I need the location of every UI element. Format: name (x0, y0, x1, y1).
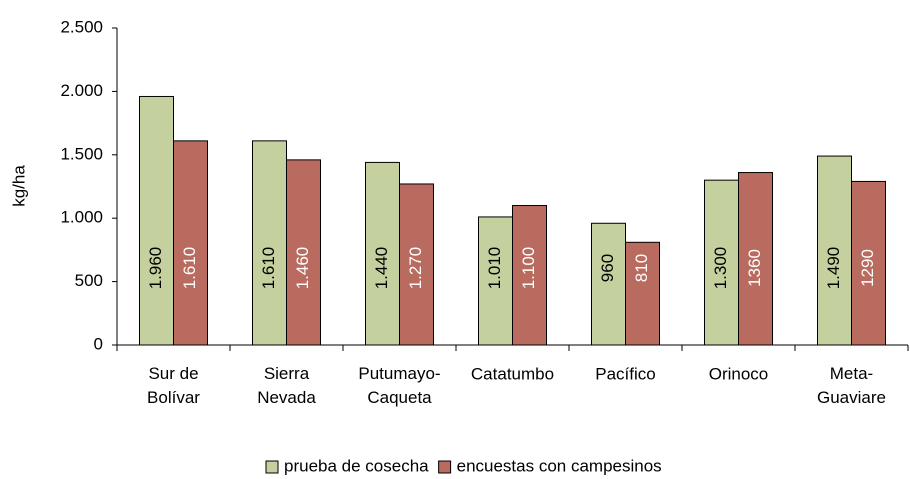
bar (399, 183, 434, 346)
bar (817, 155, 852, 346)
value-label: 1290 (858, 249, 877, 287)
value-label: 1.270 (406, 247, 425, 290)
bar (738, 172, 773, 346)
x-tick-label: Sur de Bolívar (147, 364, 200, 407)
value-label: 1.610 (180, 247, 199, 290)
x-tick-label: Putumayo-Caqueta (358, 364, 440, 407)
x-tick-label: Meta-Guaviare (817, 364, 886, 407)
legend-label: encuestas con campesinos (457, 456, 662, 475)
bar (252, 140, 287, 346)
bar (625, 241, 660, 346)
value-label: 1.300 (711, 247, 730, 290)
y-tick-label: 500 (75, 271, 103, 290)
value-label: 960 (598, 254, 617, 282)
value-label: 1.960 (146, 247, 165, 290)
bar (173, 140, 208, 346)
x-tick-label: Sierra Nevada (257, 364, 316, 407)
legend-swatch (438, 460, 452, 474)
x-tick-label: Pacífico (595, 364, 655, 383)
x-tick-label: Orinoco (709, 364, 769, 383)
value-label: 1.460 (293, 247, 312, 290)
y-tick-label: 0 (94, 334, 103, 353)
bar (591, 222, 626, 346)
bar (512, 205, 547, 346)
bar (704, 179, 739, 346)
y-axis-label: kg/ha (9, 165, 28, 207)
y-tick-label: 2.500 (60, 17, 103, 36)
value-label: 810 (632, 254, 651, 282)
bar (286, 159, 321, 346)
y-tick-label: 1.000 (60, 208, 103, 227)
legend-label: prueba de cosecha (284, 456, 429, 475)
bar (851, 180, 886, 346)
value-label: 1360 (745, 249, 764, 287)
value-label: 1.610 (259, 247, 278, 290)
legend-swatch (265, 460, 279, 474)
value-label: 1.100 (519, 247, 538, 290)
value-label: 1.440 (372, 247, 391, 290)
x-tick-label: Catatumbo (471, 364, 554, 383)
bar (365, 161, 400, 346)
y-tick-label: 2.000 (60, 81, 103, 100)
y-tick-label: 1.500 (60, 144, 103, 163)
value-label: 1.010 (485, 247, 504, 290)
bar (139, 95, 174, 346)
value-label: 1.490 (824, 247, 843, 290)
